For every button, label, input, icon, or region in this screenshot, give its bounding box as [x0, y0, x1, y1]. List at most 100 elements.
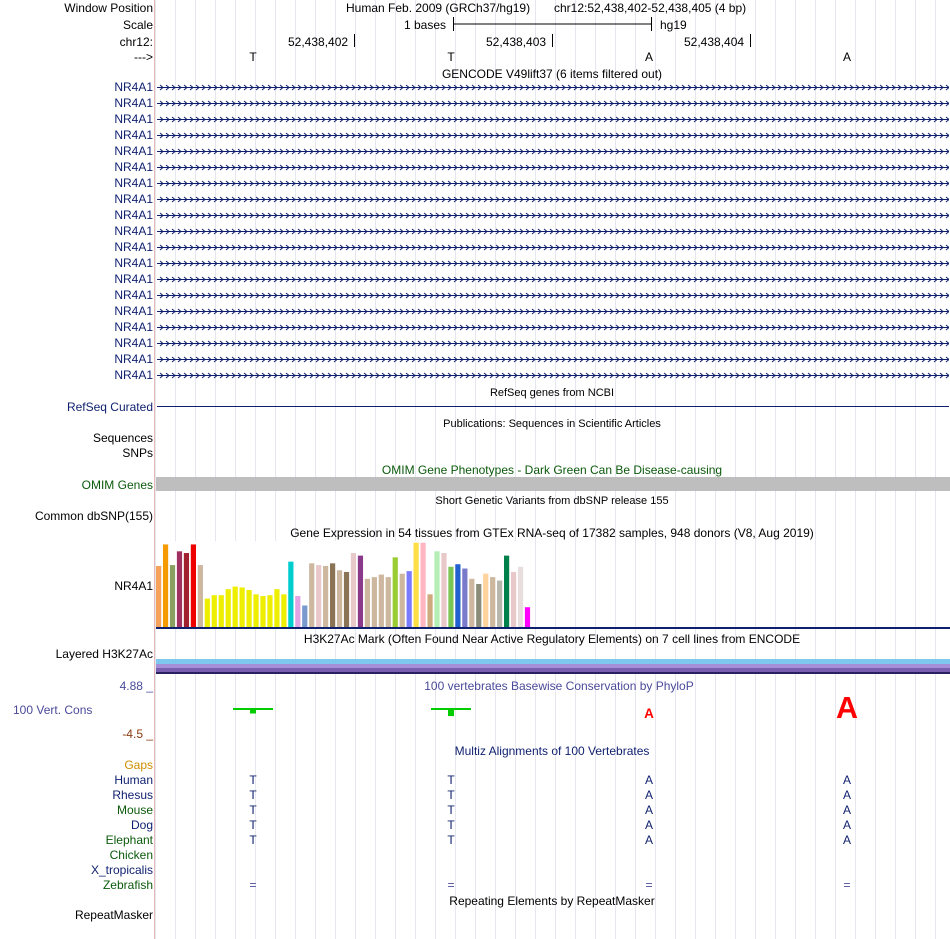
gencode-transcript-label[interactable]: NR4A1 — [114, 256, 153, 270]
gencode-transcript-label[interactable]: NR4A1 — [114, 224, 153, 238]
phylop-track-title[interactable]: 100 vertebrates Basewise Conservation by… — [424, 679, 693, 693]
gtex-tissue-bar — [288, 562, 293, 627]
gtex-tissue-bar — [407, 571, 412, 627]
gtex-tissue-bar — [490, 577, 495, 627]
gtex-label[interactable]: NR4A1 — [114, 579, 153, 593]
gencode-transcript-label[interactable]: NR4A1 — [114, 272, 153, 286]
phylop-positive-bar — [250, 708, 256, 714]
gtex-tissue-bar — [434, 551, 439, 627]
gtex-tissue-bar — [240, 587, 245, 627]
species-label[interactable]: X_tropicalis — [91, 863, 153, 877]
h3k27ac-track-title[interactable]: H3K27Ac Mark (Often Found Near Active Re… — [304, 632, 800, 646]
species-label[interactable]: Human — [114, 773, 153, 787]
gtex-tissue-bar — [455, 564, 460, 627]
refseq-gene-line[interactable] — [157, 406, 949, 407]
alignment-base: T — [249, 803, 256, 817]
h3k27ac-layer — [156, 659, 950, 664]
gtex-tissue-bar — [365, 579, 370, 627]
alignment-base: T — [447, 788, 454, 802]
multiz-gaps-label[interactable]: Gaps — [124, 758, 153, 772]
alignment-base: A — [645, 803, 653, 817]
species-label[interactable]: Mouse — [117, 803, 153, 817]
refseq-track-title[interactable]: RefSeq genes from NCBI — [490, 386, 614, 400]
coord-tick — [552, 34, 553, 47]
gtex-tissue-bar — [233, 587, 238, 627]
species-label[interactable]: Rhesus — [112, 788, 153, 802]
gencode-transcript-label[interactable]: NR4A1 — [114, 96, 153, 110]
phylop-label[interactable]: 100 Vert. Cons — [13, 703, 92, 717]
gtex-tissue-bar — [253, 594, 258, 627]
multiz-track-title[interactable]: Multiz Alignments of 100 Vertebrates — [455, 744, 650, 758]
phylop-negative-letter: A — [644, 706, 654, 721]
gtex-tissue-bar — [316, 565, 321, 627]
position-readout: chr12:52,438,402-52,438,405 (4 bp) — [554, 1, 746, 15]
gtex-tissue-bar — [400, 574, 405, 627]
gencode-transcript-label[interactable]: NR4A1 — [114, 160, 153, 174]
gencode-transcript-label[interactable]: NR4A1 — [114, 368, 153, 382]
refseq-label[interactable]: RefSeq Curated — [67, 400, 153, 414]
gencode-transcripts[interactable] — [157, 80, 949, 384]
gencode-track-title[interactable]: GENCODE V49lift37 (6 items filtered out) — [442, 67, 662, 81]
alignment-base: T — [249, 773, 256, 787]
omim-label[interactable]: OMIM Genes — [82, 478, 153, 492]
gtex-tissue-bar — [226, 589, 231, 627]
gencode-transcript-label[interactable]: NR4A1 — [114, 352, 153, 366]
species-label[interactable]: Zebrafish — [103, 878, 153, 892]
repeatmasker-label[interactable]: RepeatMasker — [75, 908, 153, 922]
gencode-transcript-label[interactable]: NR4A1 — [114, 176, 153, 190]
alignment-base: A — [843, 773, 851, 787]
gencode-transcript-label[interactable]: NR4A1 — [114, 320, 153, 334]
gencode-transcript-label[interactable]: NR4A1 — [114, 144, 153, 158]
gtex-track-title[interactable]: Gene Expression in 54 tissues from GTEx … — [290, 526, 814, 540]
gencode-transcript-label[interactable]: NR4A1 — [114, 128, 153, 142]
h3k27ac-layers[interactable] — [156, 659, 950, 676]
base-letter: T — [249, 50, 256, 64]
gtex-bar-chart[interactable] — [156, 541, 536, 627]
gtex-tissue-bar — [511, 572, 516, 627]
alignment-base: T — [447, 833, 454, 847]
strand-label: ---> — [134, 50, 153, 64]
gencode-transcript-label[interactable]: NR4A1 — [114, 80, 153, 94]
gtex-tissue-bar — [504, 556, 509, 627]
gencode-transcript-label[interactable]: NR4A1 — [114, 288, 153, 302]
gencode-transcript-label[interactable]: NR4A1 — [114, 336, 153, 350]
gtex-tissue-bar — [337, 570, 342, 627]
publications-track-title[interactable]: Publications: Sequences in Scientific Ar… — [443, 417, 661, 431]
gtex-tissue-bar — [393, 557, 398, 627]
h3k27ac-label[interactable]: Layered H3K27Ac — [56, 647, 153, 661]
gencode-transcript-label[interactable]: NR4A1 — [114, 192, 153, 206]
publications-label[interactable]: SNPs — [122, 446, 153, 460]
gtex-tissue-bar — [295, 596, 300, 627]
dbsnp-label[interactable]: Common dbSNP(155) — [35, 509, 153, 523]
omim-track-title[interactable]: OMIM Gene Phenotypes - Dark Green Can Be… — [382, 463, 722, 477]
dbsnp-track-title[interactable]: Short Genetic Variants from dbSNP releas… — [435, 494, 668, 508]
scale-label: Scale — [123, 18, 153, 32]
gtex-tissue-bar — [274, 589, 279, 627]
phylop-min-label: -4.5 _ — [122, 727, 153, 741]
phylop-negative-letter: A — [836, 692, 858, 725]
alignment-base: T — [447, 818, 454, 832]
species-label[interactable]: Dog — [131, 818, 153, 832]
alignment-base: = — [447, 878, 454, 892]
gtex-tissue-bar — [386, 577, 391, 627]
gtex-tissue-bar — [525, 607, 530, 627]
species-label[interactable]: Elephant — [106, 833, 153, 847]
gtex-tissue-bar — [330, 563, 335, 627]
repeatmasker-track-title[interactable]: Repeating Elements by RepeatMasker — [449, 894, 654, 908]
alignment-base: A — [645, 833, 653, 847]
gencode-transcript-label[interactable]: NR4A1 — [114, 304, 153, 318]
gtex-tissue-bar — [191, 544, 196, 627]
gtex-tissue-bar — [156, 566, 161, 627]
gencode-transcript-label[interactable]: NR4A1 — [114, 112, 153, 126]
gencode-transcript-label[interactable]: NR4A1 — [114, 208, 153, 222]
scale-db: hg19 — [660, 18, 687, 32]
gencode-transcript-label[interactable]: NR4A1 — [114, 240, 153, 254]
gtex-tissue-bar — [441, 553, 446, 627]
genome-browser-image[interactable]: Window Position Human Feb. 2009 (GRCh37/… — [0, 0, 950, 939]
base-letter: T — [447, 50, 454, 64]
publications-label[interactable]: Sequences — [93, 431, 153, 445]
alignment-base: A — [843, 788, 851, 802]
omim-gene-bar[interactable] — [156, 477, 950, 491]
species-label[interactable]: Chicken — [110, 848, 153, 862]
